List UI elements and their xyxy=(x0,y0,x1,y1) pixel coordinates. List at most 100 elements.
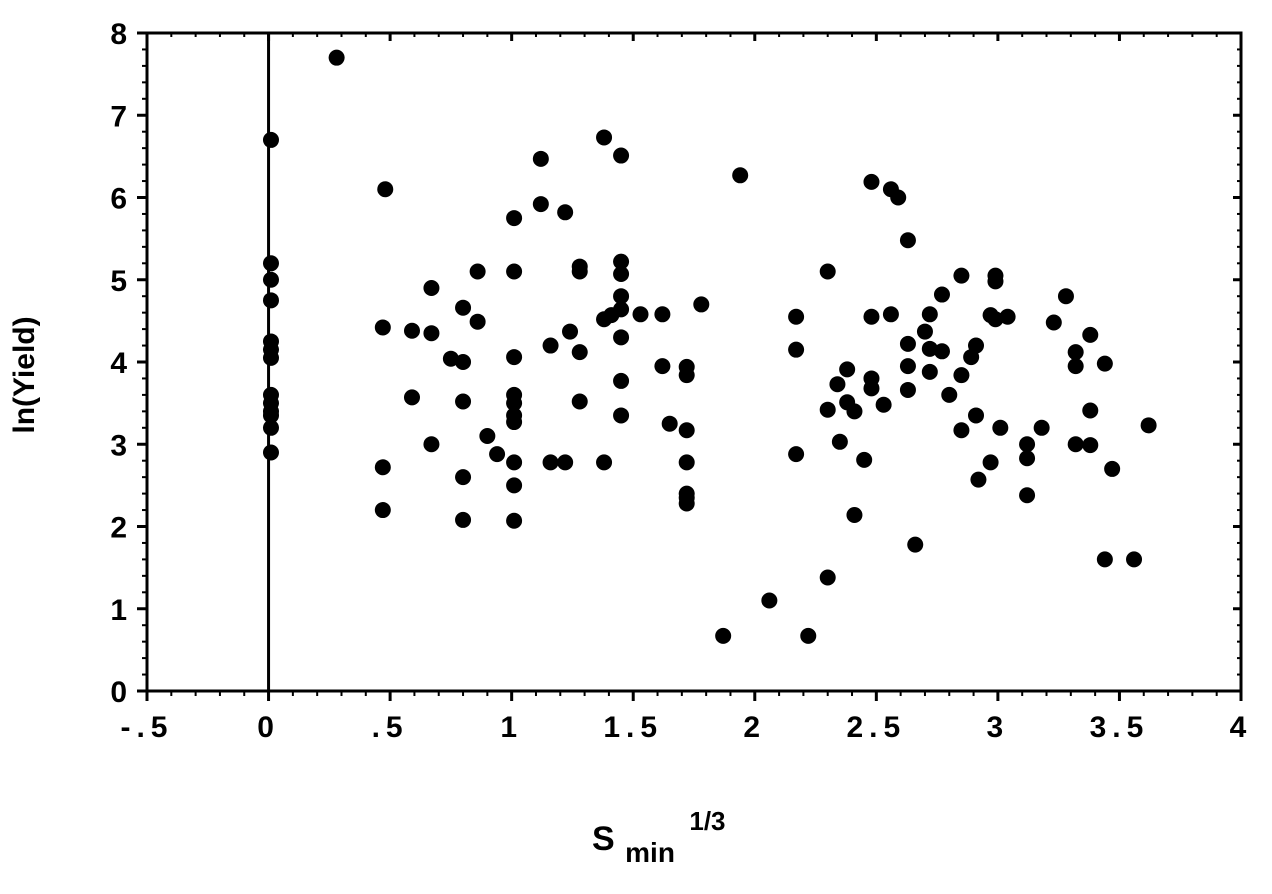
data-point xyxy=(403,322,420,339)
data-point xyxy=(788,446,805,463)
y-axis-title: ln(Yield) xyxy=(8,316,41,433)
data-point xyxy=(506,512,523,529)
y-tick-label: 2 xyxy=(110,512,127,545)
data-point xyxy=(613,147,630,164)
data-point xyxy=(469,263,486,280)
data-point xyxy=(788,308,805,325)
data-point xyxy=(557,204,574,221)
data-point xyxy=(423,436,440,453)
data-point xyxy=(262,255,279,272)
data-point xyxy=(1067,344,1084,361)
x-tick-label: 2 xyxy=(743,711,766,744)
data-point xyxy=(455,299,472,316)
data-point xyxy=(970,471,987,488)
data-point xyxy=(899,358,916,375)
y-tick-label: 7 xyxy=(110,100,127,133)
x-tick-label: 4 xyxy=(1230,711,1253,744)
data-point xyxy=(1019,487,1036,504)
data-point xyxy=(262,407,279,424)
data-point xyxy=(678,495,695,512)
data-point xyxy=(632,306,649,323)
data-point xyxy=(613,253,630,270)
x-tick-label: 3.5 xyxy=(1090,711,1150,744)
data-point xyxy=(613,329,630,346)
data-point xyxy=(1082,402,1099,419)
data-point xyxy=(455,511,472,528)
x-tick-label: 2.5 xyxy=(846,711,906,744)
data-point xyxy=(1096,355,1113,372)
data-point xyxy=(839,361,856,378)
data-point xyxy=(562,323,579,340)
data-point xyxy=(661,415,678,432)
data-point xyxy=(1082,437,1099,454)
data-point xyxy=(1057,288,1074,305)
data-point xyxy=(262,349,279,366)
data-point xyxy=(761,592,778,609)
data-point xyxy=(819,401,836,418)
data-point xyxy=(403,389,420,406)
data-point xyxy=(455,354,472,370)
y-tick-label: 6 xyxy=(110,183,127,216)
data-point xyxy=(542,337,559,354)
data-point xyxy=(921,363,938,380)
data-point xyxy=(987,273,1004,290)
data-point xyxy=(953,367,970,384)
data-point xyxy=(506,414,523,431)
data-point xyxy=(907,536,924,553)
x-axis-title-subscript: min xyxy=(625,837,675,868)
data-point xyxy=(262,444,279,461)
data-point xyxy=(875,396,892,413)
data-point xyxy=(899,335,916,352)
data-point xyxy=(596,129,613,146)
data-point xyxy=(882,306,899,323)
data-point xyxy=(890,189,907,206)
data-point xyxy=(968,407,985,424)
data-point xyxy=(489,446,506,463)
data-point xyxy=(613,301,630,318)
data-point xyxy=(479,428,496,445)
data-point xyxy=(899,232,916,249)
data-point xyxy=(933,343,950,360)
data-point xyxy=(856,451,873,468)
y-tick-label: 1 xyxy=(110,594,127,627)
x-tick-label: 1.5 xyxy=(603,711,663,744)
data-point xyxy=(732,167,749,184)
data-point xyxy=(262,131,279,148)
data-point xyxy=(506,263,523,280)
data-point xyxy=(863,173,880,190)
x-tick-label: .5 xyxy=(372,711,409,744)
x-tick-label: 3 xyxy=(987,711,1010,744)
data-point xyxy=(715,627,732,644)
data-point xyxy=(953,267,970,284)
data-point xyxy=(442,350,459,367)
data-point xyxy=(846,506,863,523)
data-point xyxy=(571,393,588,410)
data-point xyxy=(455,469,472,486)
data-point xyxy=(788,341,805,358)
data-point xyxy=(262,419,279,436)
data-point xyxy=(423,325,440,342)
data-point xyxy=(933,286,950,303)
data-point xyxy=(693,296,710,313)
y-axis-ticks: 0 1 2 3 4 5 6 7 8 xyxy=(110,18,1241,709)
data-point xyxy=(982,454,999,471)
data-point xyxy=(992,419,1009,436)
data-point xyxy=(571,344,588,361)
data-point xyxy=(921,306,938,323)
data-point xyxy=(987,311,1004,328)
data-point xyxy=(654,358,671,375)
data-point xyxy=(899,381,916,398)
data-point xyxy=(506,477,523,494)
data-point xyxy=(571,263,588,280)
data-point xyxy=(678,367,695,384)
data-point xyxy=(506,210,523,227)
x-axis-title-superscript: 1/3 xyxy=(689,806,725,836)
data-point xyxy=(613,265,630,282)
data-point xyxy=(469,313,486,330)
data-point xyxy=(916,323,933,340)
data-point xyxy=(1019,450,1036,467)
data-point xyxy=(819,263,836,280)
data-point xyxy=(1019,436,1036,453)
data-point xyxy=(532,196,549,213)
data-point xyxy=(1140,417,1157,434)
